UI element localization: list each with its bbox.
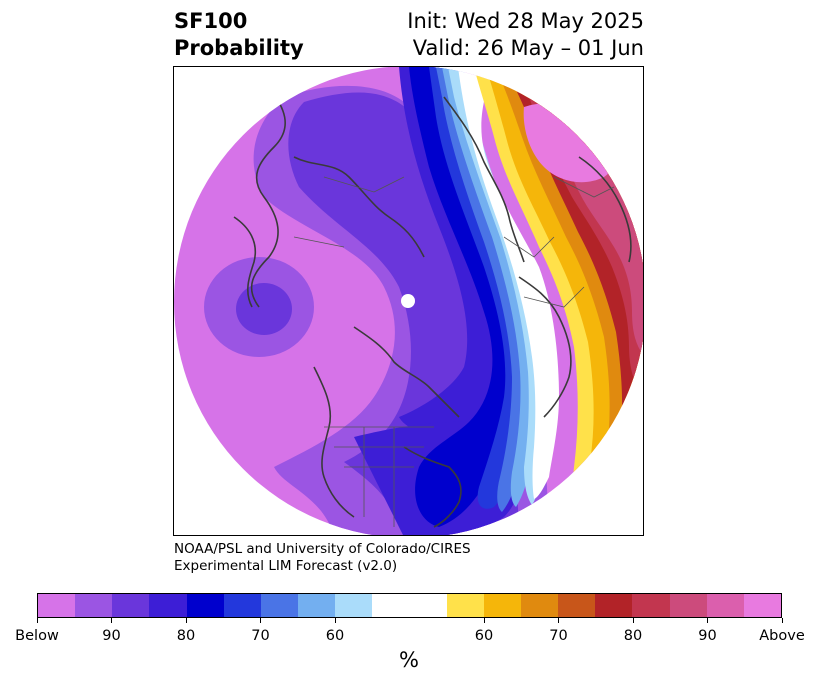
credit-line-1: NOAA/PSL and University of Colorado/CIRE… (174, 541, 471, 557)
colorbar-segment-below (223, 594, 261, 617)
colorbar-segment-below (112, 594, 150, 617)
pole-hole (401, 294, 415, 308)
colorbar-segment-below (75, 594, 113, 617)
colorbar-segment-below (298, 594, 336, 617)
colorbar-segment-above (743, 594, 782, 617)
title-type: Probability (174, 36, 304, 60)
colorbar-segment-above (521, 594, 559, 617)
colorbar-segment-below (260, 594, 299, 617)
colorbar-tick-label: Below (15, 628, 59, 644)
colorbar-segment-above (669, 594, 707, 617)
colorbar (37, 593, 782, 618)
valid-range: Valid: 26 May – 01 Jun (412, 36, 644, 60)
below-anomaly-inner (236, 283, 292, 335)
colorbar-tick-label: 70 (251, 628, 270, 644)
colorbar-tick-label: 90 (698, 628, 717, 644)
colorbar-segment-above (632, 594, 670, 617)
colorbar-tick-label: 90 (102, 628, 121, 644)
colorbar-tick-mark (483, 618, 485, 623)
colorbar-tick-label: 80 (176, 628, 196, 644)
colorbar-tick-mark (707, 618, 708, 623)
colorbar-tick-mark (36, 618, 38, 623)
colorbar-segment-above (446, 594, 484, 617)
below-50-band (409, 67, 519, 527)
colorbar-segment-above (706, 594, 744, 617)
colorbar-tick-label: Above (759, 628, 805, 644)
neutral-band (458, 67, 559, 499)
colorbar-segment-above (595, 594, 633, 617)
colorbar-segment-neutral (372, 594, 447, 617)
colorbar-tick-mark (334, 618, 336, 623)
colorbar-tick-label: 60 (325, 628, 345, 644)
borders (293, 176, 615, 527)
colorbar-segment-below (149, 594, 187, 617)
colorbar-tick-mark (260, 618, 261, 623)
init-date: Init: Wed 28 May 2025 (407, 9, 644, 33)
colorbar-segment-below (186, 594, 224, 617)
polar-map (174, 67, 643, 535)
colorbar-tick-label: 70 (549, 628, 568, 644)
colorbar-tick-label: 80 (623, 628, 643, 644)
colorbar-segment-below (38, 594, 76, 617)
date-block: Init: Wed 28 May 2025 Valid: 26 May – 01… (407, 8, 644, 62)
colorbar-segment-below (335, 594, 373, 617)
colorbar-tick-mark (632, 618, 634, 623)
below-band-2 (429, 67, 524, 509)
credit-text: NOAA/PSL and University of Colorado/CIRE… (174, 541, 471, 575)
colorbar-segment-above (558, 594, 596, 617)
below-60-region (399, 67, 509, 442)
colorbar-tick-mark (111, 618, 112, 623)
title-block: SF100 Probability (174, 8, 304, 62)
colorbar-segment-above (483, 594, 522, 617)
colorbar-tick-mark (781, 618, 783, 623)
colorbar-unit: % (399, 648, 419, 672)
colorbar-tick-mark (558, 618, 559, 623)
credit-line-2: Experimental LIM Forecast (v2.0) (174, 558, 398, 574)
title-variable: SF100 (174, 9, 248, 33)
colorbar-tick-label: 60 (474, 628, 494, 644)
map-panel (173, 66, 644, 536)
colorbar-tick-mark (185, 618, 187, 623)
